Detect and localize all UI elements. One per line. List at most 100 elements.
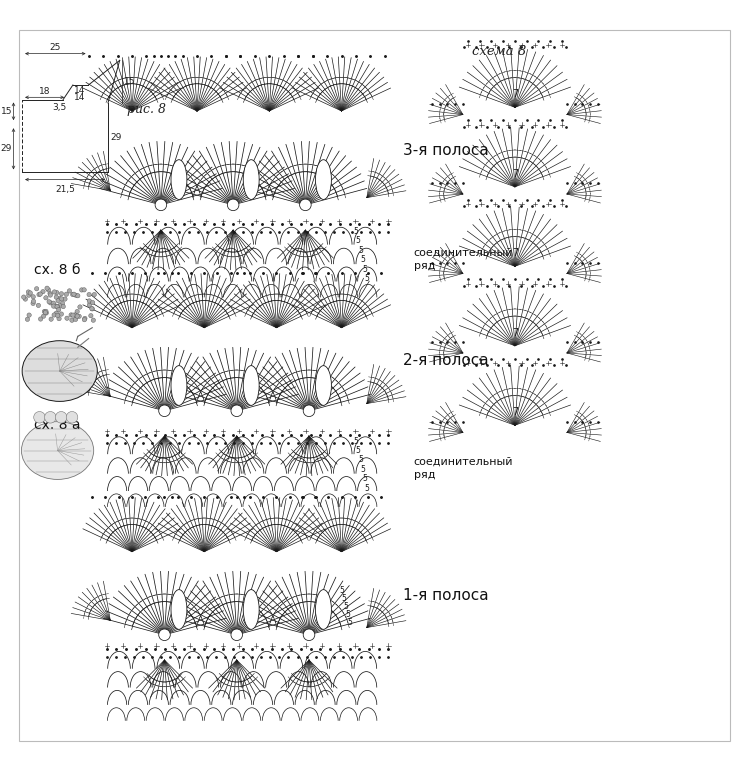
Point [521, 273, 533, 285]
Point [152, 267, 164, 279]
Circle shape [74, 293, 78, 298]
Point [113, 267, 124, 279]
Text: рис. 8: рис. 8 [127, 103, 166, 116]
Point [286, 218, 297, 231]
Point [584, 177, 596, 190]
Point [559, 200, 571, 213]
Circle shape [71, 292, 76, 296]
Circle shape [55, 305, 59, 308]
Circle shape [71, 313, 75, 318]
Point [276, 429, 288, 441]
Point [101, 643, 113, 655]
Point [139, 490, 151, 503]
Circle shape [34, 412, 46, 423]
Circle shape [44, 311, 49, 315]
Point [322, 490, 334, 503]
Point [137, 226, 149, 238]
Point [185, 490, 197, 503]
Point [183, 651, 194, 663]
Circle shape [227, 199, 239, 210]
Circle shape [43, 311, 48, 315]
Point [164, 226, 176, 238]
Ellipse shape [244, 160, 259, 200]
Point [353, 218, 365, 231]
Ellipse shape [171, 365, 187, 406]
Point [155, 50, 167, 62]
Text: 5: 5 [358, 246, 363, 255]
Point [183, 436, 194, 449]
Point [228, 226, 240, 238]
Point [110, 218, 122, 231]
Circle shape [69, 313, 74, 317]
Circle shape [73, 313, 77, 317]
Point [164, 651, 176, 663]
Point [101, 226, 113, 238]
Ellipse shape [316, 365, 331, 406]
Point [561, 177, 573, 190]
Ellipse shape [171, 590, 187, 629]
Point [120, 643, 132, 655]
Point [373, 651, 385, 663]
Ellipse shape [171, 160, 187, 200]
Point [271, 490, 283, 503]
Circle shape [43, 295, 48, 300]
Point [309, 490, 321, 503]
Circle shape [71, 292, 75, 297]
Text: 5: 5 [346, 610, 350, 619]
Point [383, 436, 394, 449]
Circle shape [25, 317, 29, 322]
Text: 5: 5 [362, 264, 367, 274]
Point [434, 177, 445, 190]
Text: 15: 15 [124, 77, 135, 86]
Point [263, 50, 275, 62]
Point [470, 359, 481, 372]
Point [434, 98, 445, 110]
Point [521, 35, 533, 47]
Text: 5: 5 [353, 436, 358, 446]
Point [283, 226, 294, 238]
Point [179, 218, 191, 231]
Point [364, 50, 376, 62]
Point [373, 226, 385, 238]
Circle shape [303, 405, 315, 416]
Point [169, 218, 180, 231]
Point [291, 436, 303, 449]
Point [274, 651, 286, 663]
Point [162, 50, 174, 62]
Circle shape [42, 309, 46, 314]
Ellipse shape [22, 341, 97, 402]
Point [462, 35, 474, 47]
Text: 5: 5 [358, 456, 363, 464]
Point [128, 226, 140, 238]
Circle shape [77, 314, 81, 318]
Point [449, 177, 461, 190]
Circle shape [61, 305, 66, 308]
Point [198, 490, 210, 503]
Point [247, 651, 258, 663]
Point [191, 226, 203, 238]
Point [353, 429, 365, 441]
Point [442, 416, 453, 428]
Point [307, 50, 319, 62]
Text: 5: 5 [364, 274, 369, 283]
Point [503, 41, 515, 53]
Text: 5: 5 [353, 227, 358, 236]
Point [310, 436, 322, 449]
Text: 21,5: 21,5 [55, 185, 75, 194]
Circle shape [231, 405, 243, 416]
Point [459, 280, 470, 292]
Point [584, 336, 596, 348]
Text: 1-я полоса: 1-я полоса [403, 588, 489, 603]
Point [383, 226, 394, 238]
Circle shape [31, 301, 35, 305]
Point [228, 436, 240, 449]
Circle shape [38, 292, 43, 296]
Point [364, 226, 376, 238]
Point [457, 98, 469, 110]
Point [486, 35, 498, 47]
Point [503, 121, 515, 133]
Point [110, 643, 122, 655]
Point [140, 429, 152, 441]
Point [297, 490, 309, 503]
Circle shape [57, 296, 62, 301]
